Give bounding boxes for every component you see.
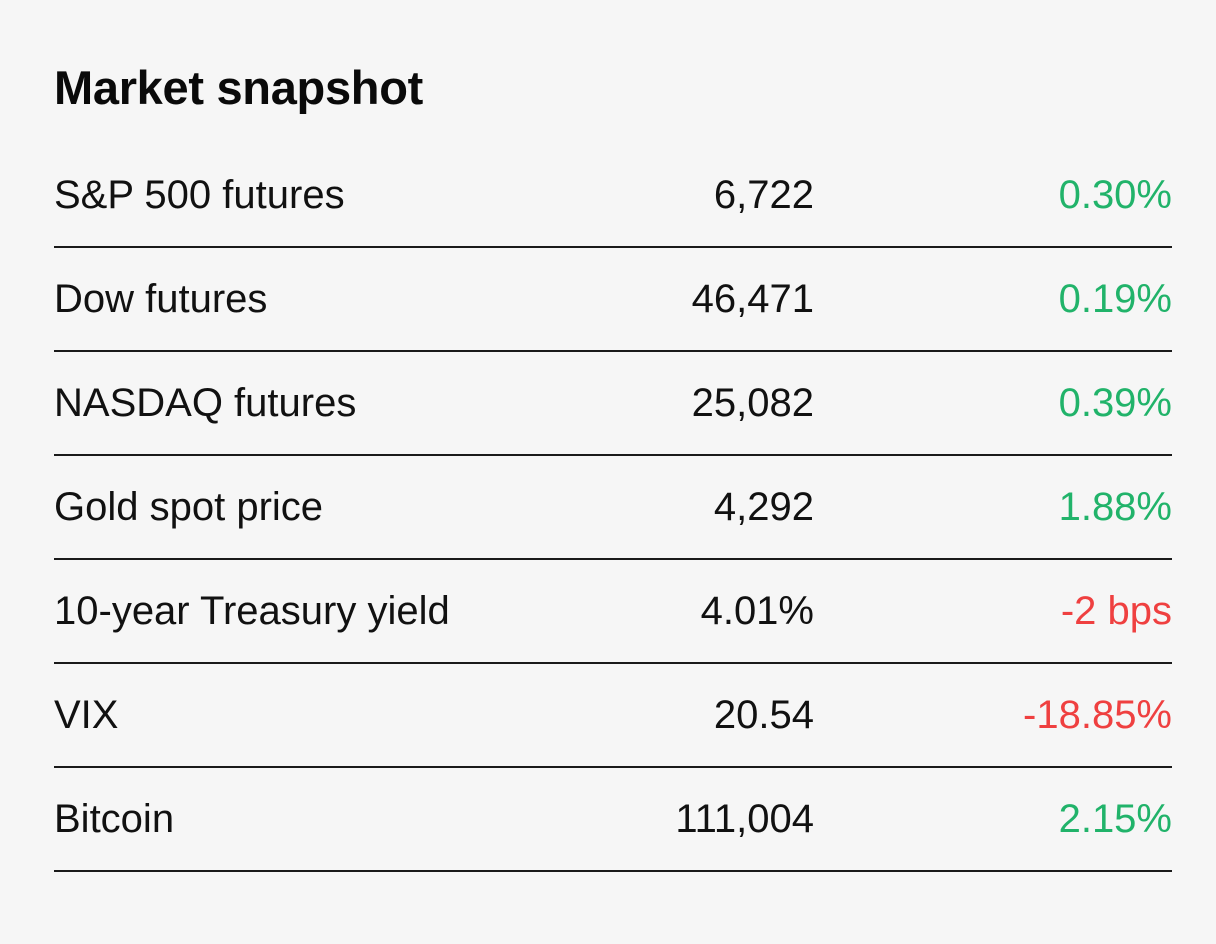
row-change: -18.85% bbox=[1023, 693, 1172, 737]
row-label: VIX bbox=[54, 693, 119, 737]
row-label: Gold spot price bbox=[54, 485, 324, 529]
market-table: S&P 500 futures 6,722 0.30% Dow futures … bbox=[54, 144, 1172, 872]
row-label: Dow futures bbox=[54, 277, 268, 321]
row-value: 25,082 bbox=[691, 381, 814, 425]
row-change: -2 bps bbox=[1060, 589, 1172, 633]
table-row: VIX 20.54 -18.85% bbox=[54, 664, 1172, 768]
table-row: NASDAQ futures 25,082 0.39% bbox=[54, 352, 1172, 456]
table-row: S&P 500 futures 6,722 0.30% bbox=[54, 144, 1172, 248]
row-label: NASDAQ futures bbox=[54, 381, 357, 425]
row-value: 111,004 bbox=[675, 797, 814, 841]
table-row: 10-year Treasury yield 4.01% -2 bps bbox=[54, 560, 1172, 664]
page-title: Market snapshot bbox=[54, 61, 423, 114]
row-value: 4.01% bbox=[700, 589, 814, 633]
row-change: 0.19% bbox=[1058, 277, 1172, 321]
table-row: Gold spot price 4,292 1.88% bbox=[54, 456, 1172, 560]
row-value: 6,722 bbox=[713, 173, 814, 217]
row-change: 2.15% bbox=[1058, 797, 1172, 841]
row-value: 20.54 bbox=[713, 693, 814, 737]
row-value: 4,292 bbox=[713, 485, 814, 529]
row-label: Bitcoin bbox=[54, 797, 175, 841]
table-row: Dow futures 46,471 0.19% bbox=[54, 248, 1172, 352]
table-row: Bitcoin 111,004 2.15% bbox=[54, 768, 1172, 872]
row-change: 0.39% bbox=[1058, 381, 1172, 425]
row-change: 0.30% bbox=[1058, 173, 1172, 217]
row-value: 46,471 bbox=[691, 277, 814, 321]
row-label: 10-year Treasury yield bbox=[54, 589, 450, 633]
row-change: 1.88% bbox=[1058, 485, 1172, 529]
row-label: S&P 500 futures bbox=[54, 173, 345, 217]
